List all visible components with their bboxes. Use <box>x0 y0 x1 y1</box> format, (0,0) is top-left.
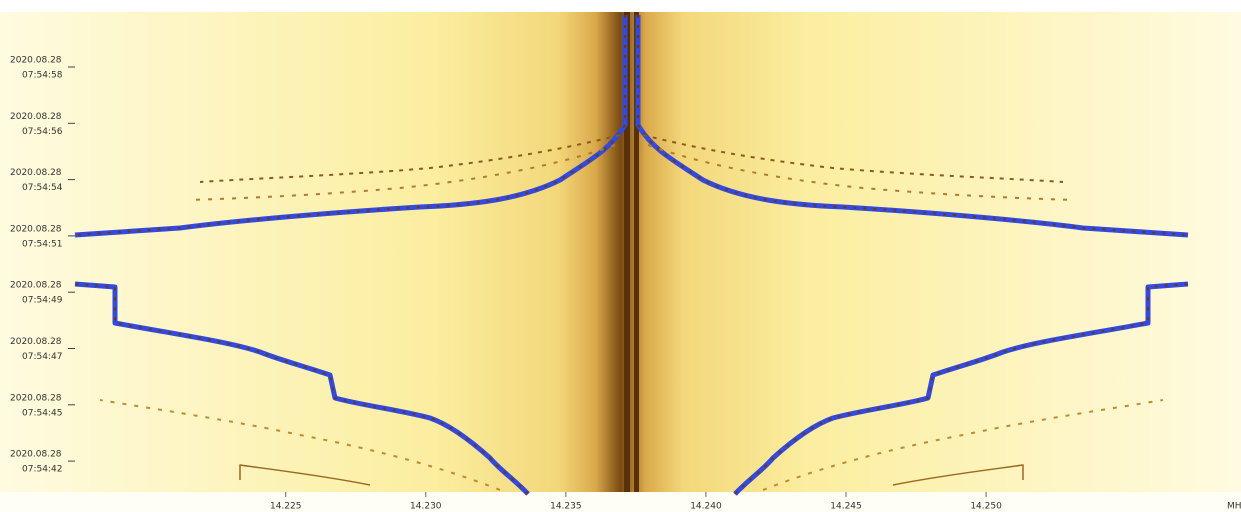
harmonic <box>642 134 1064 183</box>
y-time-label: 07:54:56 <box>22 127 63 137</box>
x-tick-label: 14.225 <box>270 502 302 512</box>
y-time-label: 07:54:58 <box>22 71 63 81</box>
harmonic <box>199 134 621 183</box>
trace-dots <box>74 15 626 236</box>
x-axis-label: MHz <box>1227 502 1241 512</box>
y-time-label: 07:54:54 <box>22 183 63 193</box>
right-traces <box>635 15 1189 496</box>
y-date-label: 2020.08.28 <box>10 393 62 403</box>
x-tick-label: 14.235 <box>550 502 582 512</box>
y-date-label: 2020.08.28 <box>10 281 62 291</box>
harmonic <box>892 464 1024 486</box>
trace-dots <box>637 15 1189 236</box>
y-time-label: 07:54:42 <box>22 465 62 475</box>
y-date-label: 2020.08.28 <box>10 112 62 122</box>
harmonic <box>239 464 371 486</box>
harmonic <box>189 144 616 201</box>
harmonic <box>762 399 1164 491</box>
x-tick-label: 14.250 <box>970 502 1002 512</box>
carrier-line <box>624 12 630 492</box>
left-traces <box>74 15 628 496</box>
y-time-label: 07:54:49 <box>22 296 63 306</box>
harmonic <box>99 399 501 491</box>
y-date-label: 2020.08.28 <box>10 56 62 66</box>
y-date-label: 2020.08.28 <box>10 168 62 178</box>
x-tick-label: 14.245 <box>830 502 862 512</box>
x-tick-label: 14.230 <box>410 502 442 512</box>
y-time-label: 07:54:47 <box>22 352 62 362</box>
y-date-label: 2020.08.28 <box>10 450 62 460</box>
axis-strip <box>0 492 1241 512</box>
y-time-label: 07:54:45 <box>22 408 62 418</box>
trace-dots <box>74 283 529 495</box>
y-date-label: 2020.08.28 <box>10 224 62 234</box>
y-time-label: 07:54:51 <box>22 239 62 249</box>
carrier-line <box>634 12 639 492</box>
x-tick-label: 14.240 <box>690 502 722 512</box>
trace-dots <box>734 283 1189 495</box>
spectrum-background <box>0 12 1241 492</box>
traces <box>74 15 1189 496</box>
y-date-label: 2020.08.28 <box>10 337 62 347</box>
harmonic <box>647 144 1074 201</box>
